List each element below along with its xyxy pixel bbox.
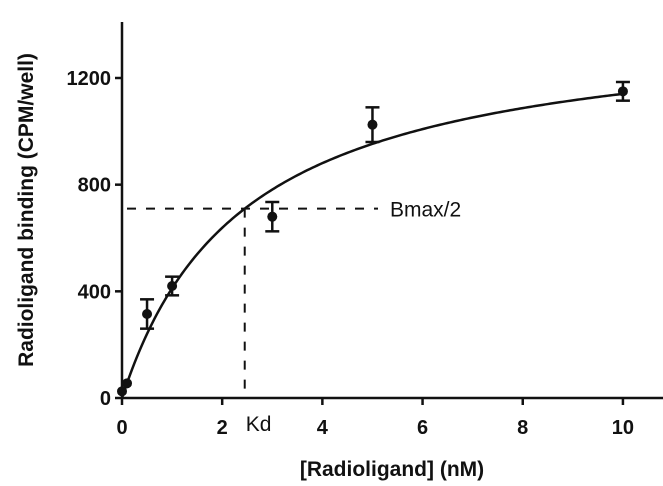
axes: 0 2 4 6 8 10 0 400 800 1200 — [67, 22, 663, 439]
x-tick-label: 4 — [317, 417, 329, 439]
data-point — [122, 378, 133, 389]
x-axis-title: [Radioligand] (nM) — [300, 458, 484, 481]
data-point — [142, 309, 153, 319]
data-point — [367, 119, 378, 130]
y-tick-label: 1200 — [67, 68, 112, 90]
fit-curve — [120, 92, 624, 399]
y-tick-label: 0 — [100, 388, 111, 410]
chart-labels: [Radioligand] (nM) Radioligand binding (… — [15, 53, 484, 481]
data-point — [617, 86, 628, 97]
data-point — [167, 281, 178, 291]
x-tick-label: 10 — [612, 417, 634, 439]
x-tick-label: 2 — [217, 417, 228, 439]
guide-lines — [127, 207, 378, 398]
y-tick-label: 800 — [78, 175, 111, 197]
x-tick-label: 8 — [517, 417, 528, 439]
data-point — [117, 386, 127, 397]
bmax-half-annotation: Bmax/2 — [390, 199, 461, 222]
x-tick-label: 6 — [417, 417, 428, 439]
y-axis-title: Radioligand binding (CPM/well) — [15, 53, 38, 367]
data-points — [117, 80, 630, 397]
y-tick-label: 400 — [78, 281, 111, 303]
fit-curve-group — [120, 92, 624, 399]
data-point — [267, 211, 278, 222]
kd-annotation: Kd — [246, 413, 272, 436]
x-tick-label: 0 — [116, 417, 127, 439]
